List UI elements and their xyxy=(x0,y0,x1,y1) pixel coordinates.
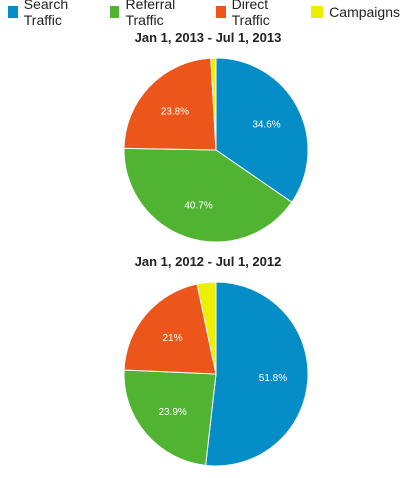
legend-label-campaigns: Campaigns xyxy=(329,4,400,20)
pie-slice-campaigns-1[interactable] xyxy=(196,281,217,375)
pie-label-referral-traffic-1: 23.9% xyxy=(158,407,186,418)
chart-title-2012: Jan 1, 2012 - Jul 1, 2012 xyxy=(134,254,282,269)
legend-swatch-campaigns xyxy=(311,6,324,18)
pie-label-referral-traffic-0: 40.7% xyxy=(184,200,212,211)
pie-label-search-traffic-0: 34.6% xyxy=(252,119,280,130)
pie-chart-2012: 51.8% 23.9% 21% xyxy=(123,281,309,467)
pie-slice-search-traffic-1[interactable] xyxy=(205,281,309,467)
pie-label-direct-traffic-0: 23.8% xyxy=(161,106,189,117)
pie-slice-referral-traffic-0[interactable] xyxy=(123,147,293,243)
legend-label-referral-traffic: Referral Traffic xyxy=(125,0,176,28)
legend-label-search-traffic: Search Traffic xyxy=(23,0,69,28)
legend-item-referral-traffic[interactable]: Referral Traffic xyxy=(109,0,200,28)
legend-swatch-search-traffic xyxy=(8,6,18,18)
pie-slice-search-traffic-0[interactable] xyxy=(215,57,309,203)
pie-label-direct-traffic-1: 21% xyxy=(163,333,183,344)
legend-label-direct-traffic: Direct Traffic xyxy=(231,0,270,28)
pie-slice-campaigns-0[interactable] xyxy=(210,57,217,151)
pie-slice-direct-traffic-0[interactable] xyxy=(123,57,217,151)
legend-item-direct-traffic[interactable]: Direct Traffic xyxy=(215,0,295,28)
chart-legend: Search Traffic Referral Traffic Direct T… xyxy=(0,0,416,28)
pie-label-search-traffic-1: 51.8% xyxy=(259,373,287,384)
pie-chart-2013: 34.6% 40.7% 23.8% xyxy=(123,57,309,243)
legend-swatch-direct-traffic xyxy=(215,6,226,18)
pie-slice-direct-traffic-1[interactable] xyxy=(123,283,217,375)
chart-title-2013: Jan 1, 2013 - Jul 1, 2013 xyxy=(134,30,282,45)
legend-item-campaigns[interactable]: Campaigns xyxy=(311,4,400,20)
legend-item-search-traffic[interactable]: Search Traffic xyxy=(8,0,94,28)
legend-swatch-referral-traffic xyxy=(109,6,120,18)
pie-slice-referral-traffic-1[interactable] xyxy=(123,369,217,466)
